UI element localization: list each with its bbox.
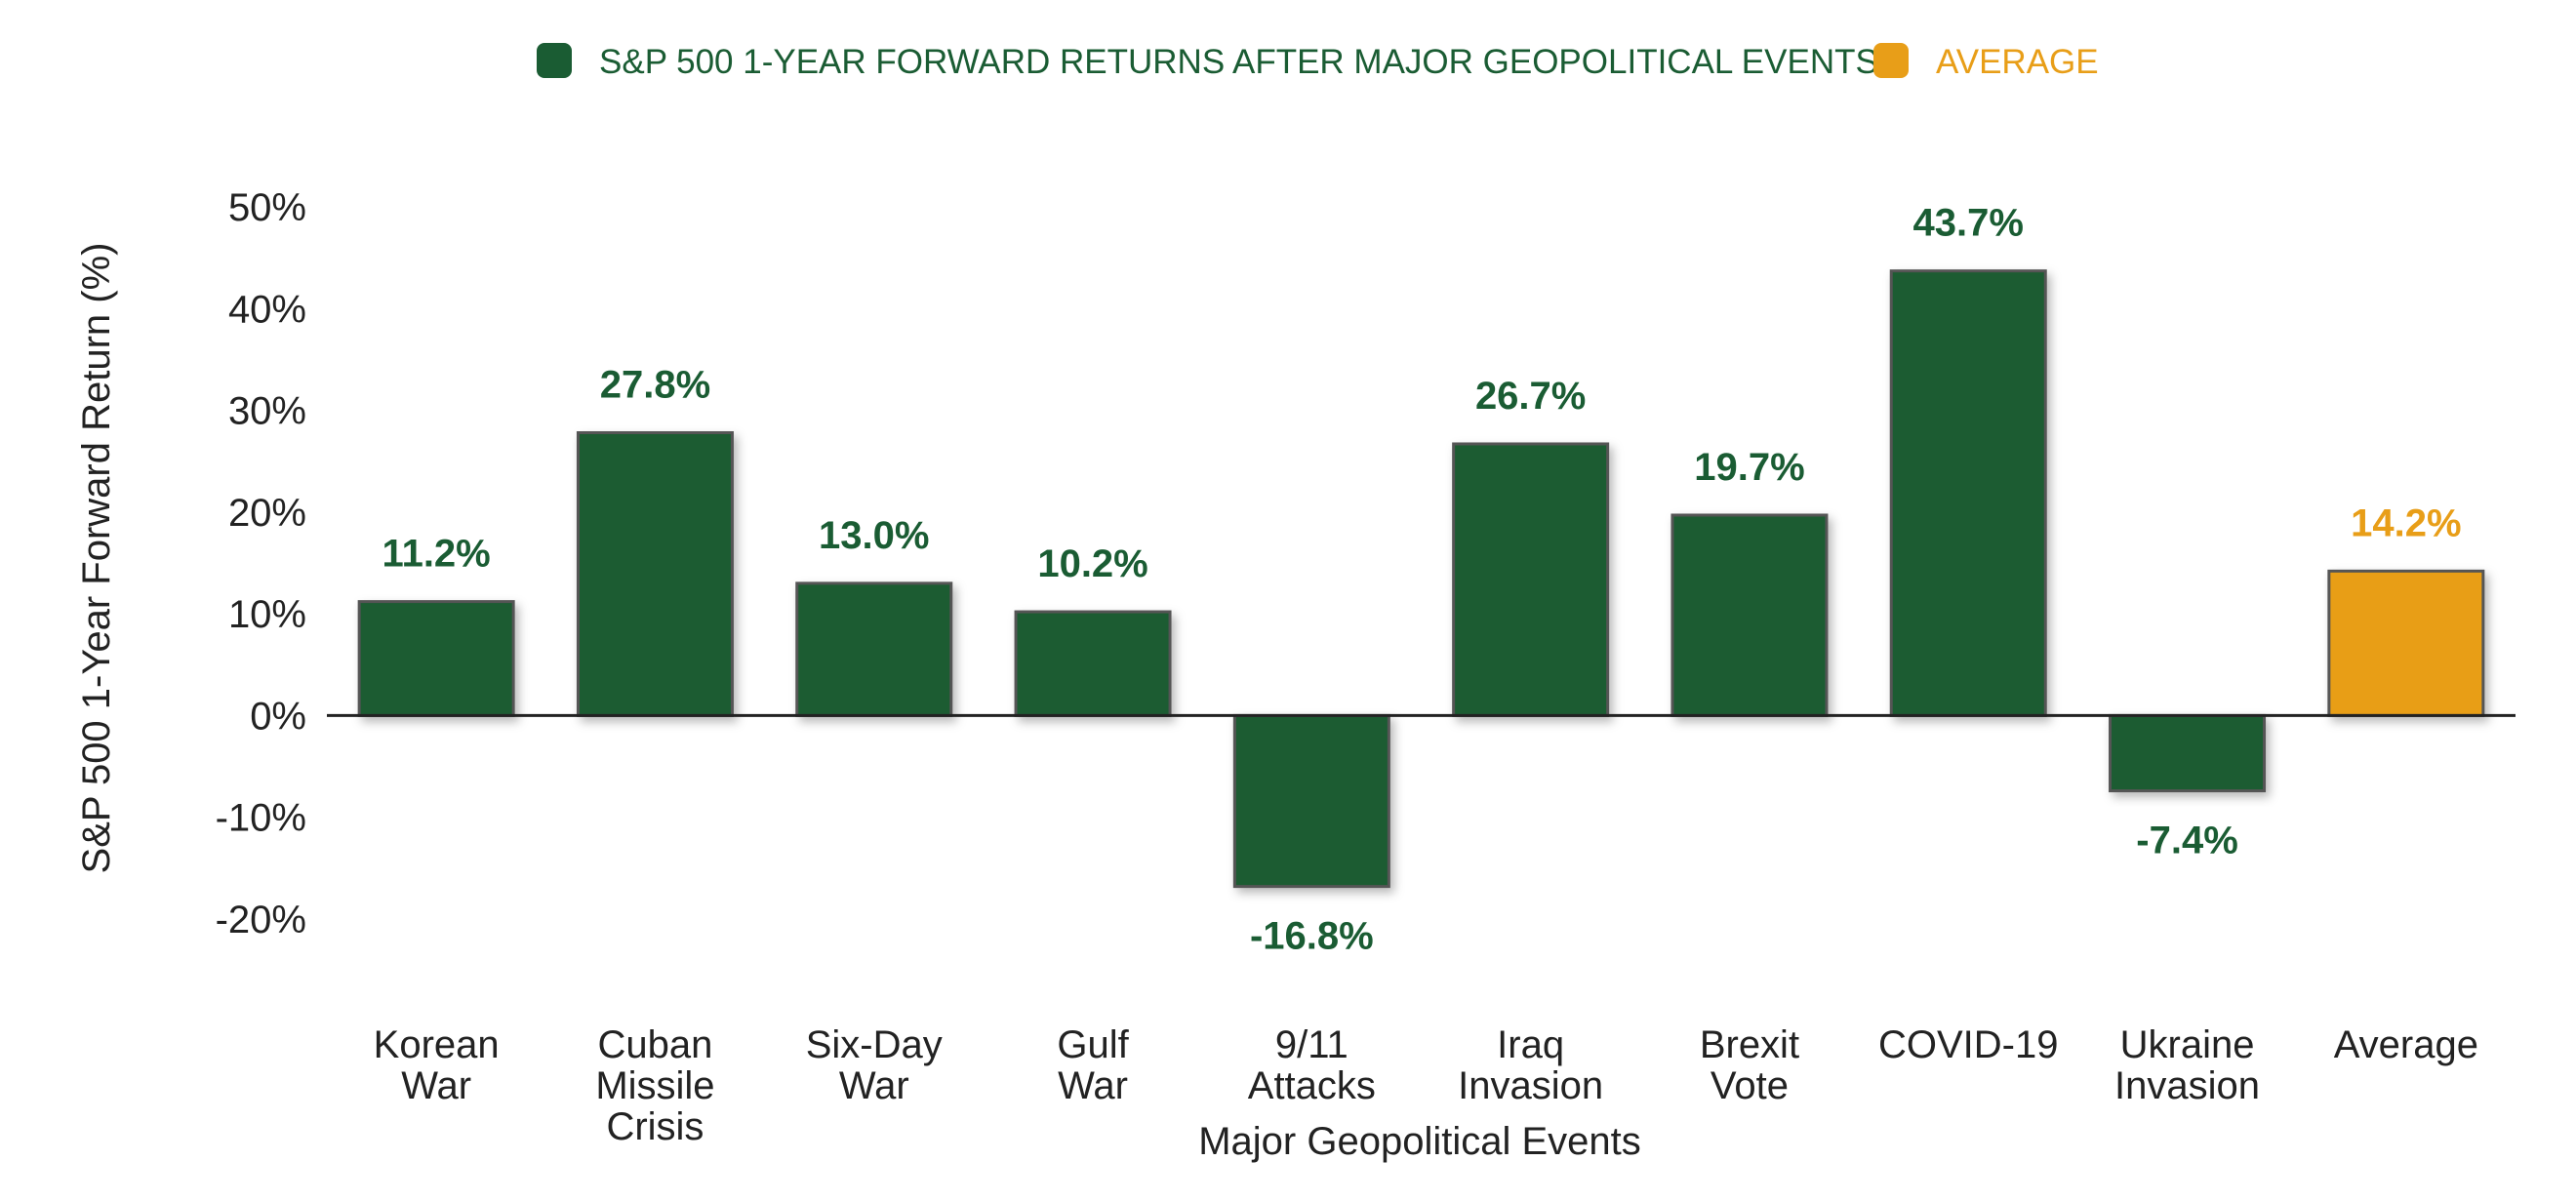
x-category-label: COVID-19 xyxy=(1878,1023,2059,1066)
bar[interactable] xyxy=(1014,610,1172,717)
y-tick-label: 10% xyxy=(228,593,306,636)
bar-value-label: 26.7% xyxy=(1475,375,1586,418)
legend-swatch-average xyxy=(1873,43,1909,78)
bar-value-label: -16.8% xyxy=(1250,915,1374,958)
bar-value-label: 10.2% xyxy=(1037,542,1147,585)
y-tick-label: -20% xyxy=(216,899,306,941)
legend-label-series: S&P 500 1-YEAR FORWARD RETURNS AFTER MAJ… xyxy=(599,43,1878,81)
y-tick-label: 50% xyxy=(228,186,306,229)
x-category-label: Brexit Vote xyxy=(1700,1023,1799,1107)
x-category-label: 9/11 Attacks xyxy=(1248,1023,1376,1107)
bar-value-label: 13.0% xyxy=(819,514,929,557)
bar-value-label: 43.7% xyxy=(1913,202,2024,245)
data-labels: 11.2% 27.8% 13.0% 10.2% -16.8% 26.7% 19.7% 43.7… xyxy=(382,202,2462,958)
bar[interactable] xyxy=(357,600,515,717)
x-category-label: Korean War xyxy=(374,1023,500,1107)
bar[interactable] xyxy=(1232,713,1390,889)
x-category-label: Six-Day War xyxy=(806,1023,943,1107)
legend-item-series[interactable]: S&P 500 1-YEAR FORWARD RETURNS AFTER MAJ… xyxy=(537,43,1878,81)
bars xyxy=(357,269,2485,889)
bar[interactable] xyxy=(2109,713,2267,793)
bar-value-label: 11.2% xyxy=(382,533,491,576)
legend: S&P 500 1-YEAR FORWARD RETURNS AFTER MAJ… xyxy=(537,43,2099,81)
legend-swatch-series xyxy=(537,43,572,78)
bar[interactable] xyxy=(1670,513,1829,717)
bar[interactable] xyxy=(576,431,734,717)
bar-average[interactable] xyxy=(2327,569,2485,717)
bar[interactable] xyxy=(1452,442,1610,717)
y-tick-label: 40% xyxy=(228,288,306,331)
legend-item-average[interactable]: AVERAGE xyxy=(1873,43,2099,81)
bar-value-label: 14.2% xyxy=(2351,501,2461,544)
legend-label-average: AVERAGE xyxy=(1936,43,2099,81)
x-category-label: Cuban Missile Crisis xyxy=(595,1023,714,1148)
bar-value-label: 19.7% xyxy=(1694,446,1804,489)
y-axis-title: S&P 500 1-Year Forward Return (%) xyxy=(75,243,118,874)
bar-value-label: 27.8% xyxy=(600,364,710,407)
y-tick-label: 20% xyxy=(228,492,306,535)
x-category-label: Gulf War xyxy=(1057,1023,1129,1107)
bar[interactable] xyxy=(1889,269,2047,717)
x-axis-categories: Korean War Cuban Missile Crisis Six-Day War Gul… xyxy=(374,1023,2478,1148)
x-category-label: Iraq Invasion xyxy=(1458,1023,1603,1107)
bar[interactable] xyxy=(795,581,953,717)
y-axis-ticks: 50% 40% 30% 20% 10% 0% -10% -20% xyxy=(216,186,306,941)
x-category-label: Ukraine Invasion xyxy=(2114,1023,2260,1107)
x-axis-title: Major Geopolitical Events xyxy=(1198,1120,1641,1163)
bar-value-label: -7.4% xyxy=(2136,820,2238,862)
x-category-label: Average xyxy=(2334,1023,2478,1066)
y-tick-label: 30% xyxy=(228,390,306,433)
y-tick-label: 0% xyxy=(250,695,306,738)
y-tick-label: -10% xyxy=(216,797,306,840)
